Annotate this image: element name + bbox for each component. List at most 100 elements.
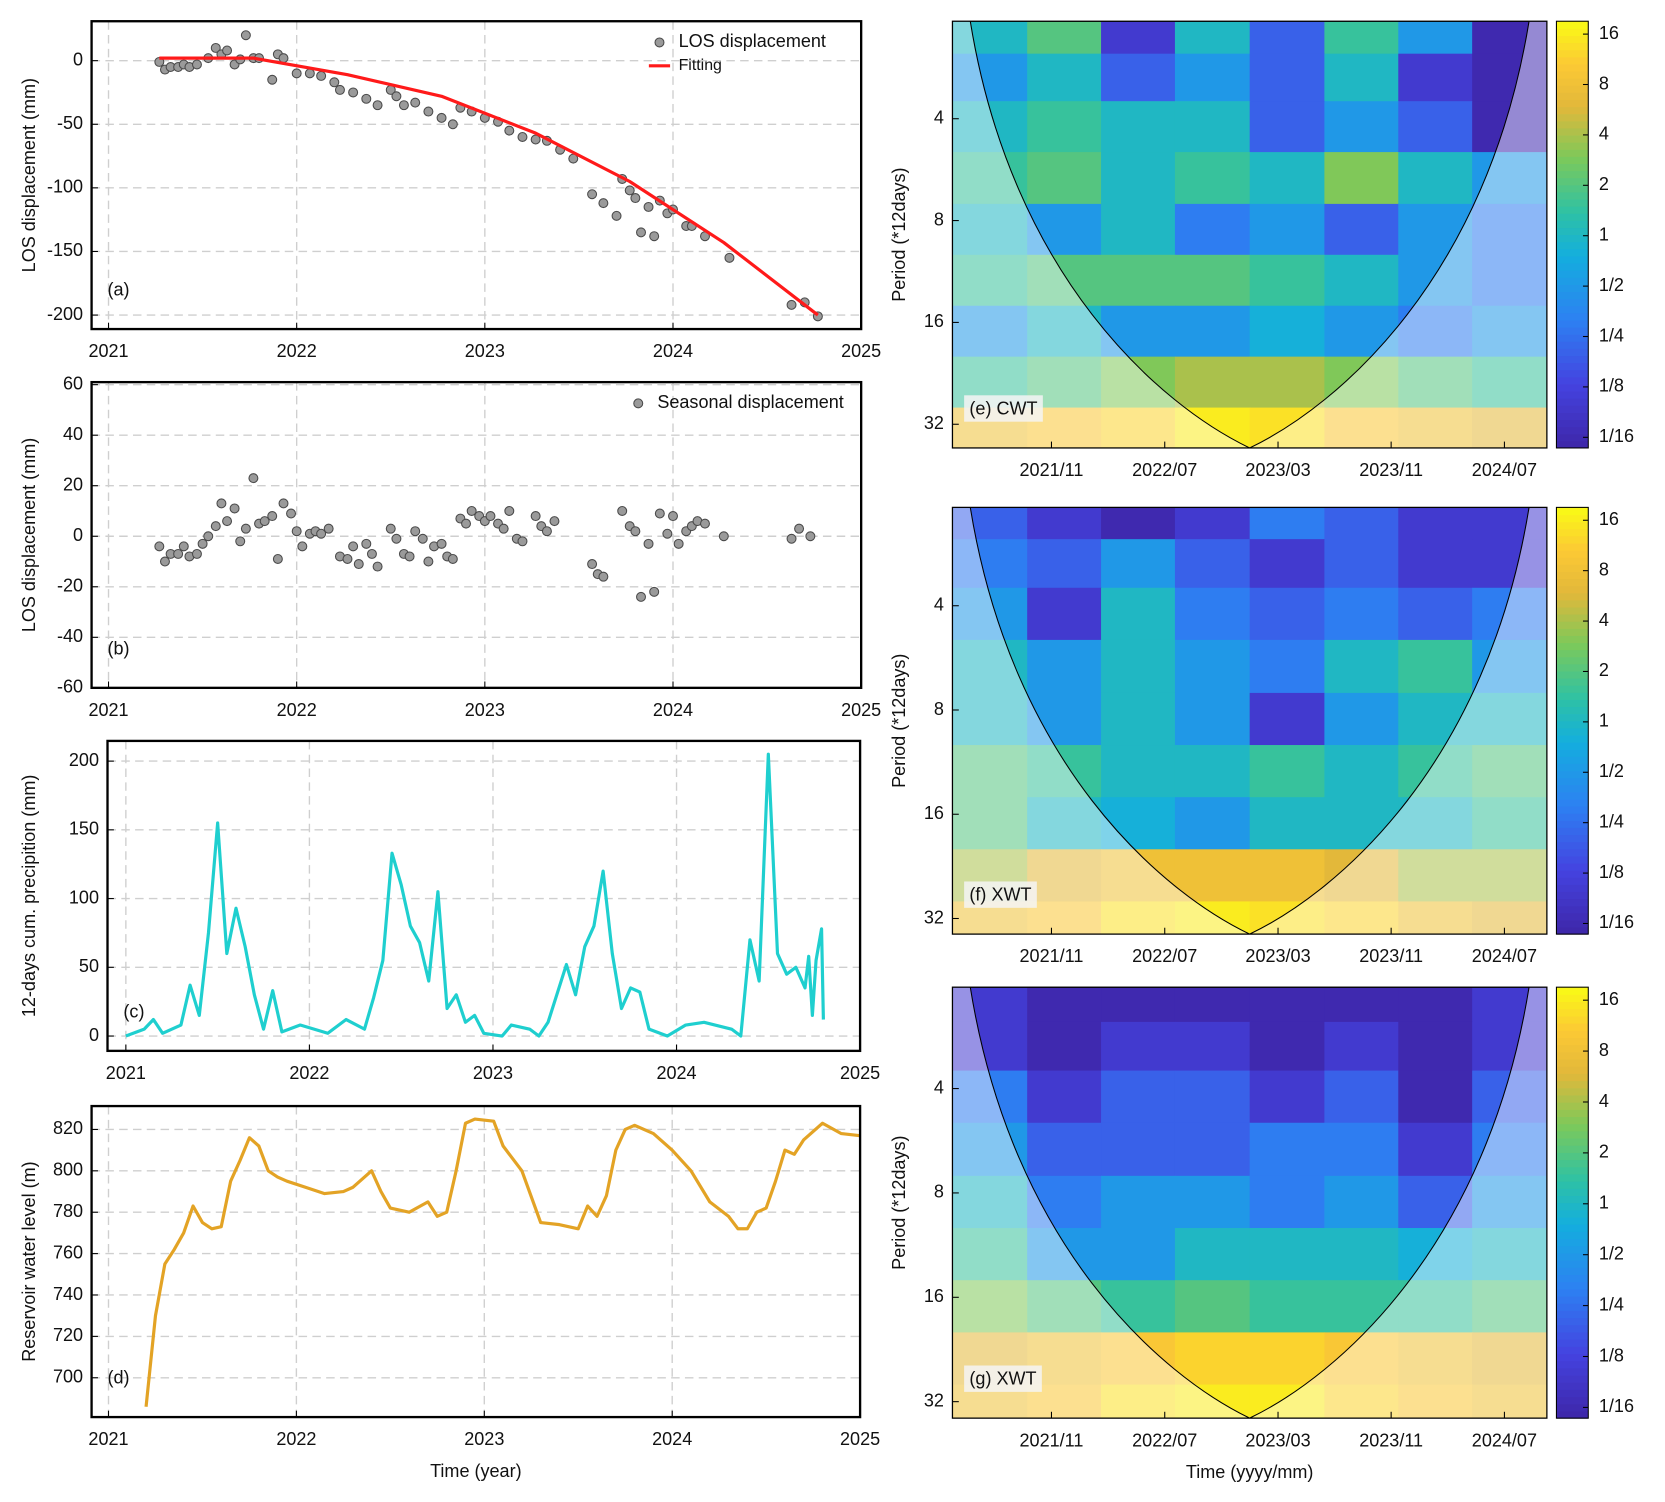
colorbar-tick-label: 1/2 (1599, 761, 1624, 781)
legend-marker (654, 37, 665, 48)
y-tick-label: 720 (53, 1325, 83, 1345)
legend-label: Seasonal displacement (657, 392, 843, 412)
heatmap-cell (1398, 1021, 1473, 1072)
colorbar-tick-label: 4 (1599, 610, 1609, 630)
colorbar-segment (1556, 642, 1589, 651)
heatmap-cell (1174, 21, 1251, 55)
x-tick-label: 2021/11 (1020, 1430, 1084, 1450)
scatter-point (805, 531, 816, 542)
colorbar-segment (1556, 1202, 1589, 1211)
heatmap-cell (1324, 21, 1399, 55)
scatter-point (587, 559, 598, 570)
heatmap-cell (1472, 152, 1547, 205)
y-tick-label: 20 (63, 474, 83, 494)
heatmap-cell (1249, 254, 1326, 307)
x-tick-label: 2023/03 (1245, 460, 1310, 480)
colorbar-tick-label: 1/2 (1599, 275, 1624, 295)
x-tick-label: 2023/11 (1359, 1430, 1423, 1450)
colorbar-segment (1556, 419, 1589, 428)
colorbar-segment (1556, 241, 1589, 250)
y-tick-label: -100 (47, 177, 83, 197)
plot-area (952, 21, 1547, 448)
colorbar-segment (1556, 248, 1589, 257)
heatmap-cell (1174, 1070, 1251, 1124)
colorbar-segment (1556, 1252, 1589, 1261)
heatmap-cell (1249, 101, 1326, 153)
heatmap-cell (1174, 1228, 1251, 1281)
heatmap-cell (1101, 1175, 1176, 1229)
heatmap-cell (1472, 1175, 1547, 1229)
heatmap-cell (1249, 1280, 1326, 1334)
y-axis-label: Period (*12days) (889, 654, 909, 788)
colorbar-segment (1556, 1288, 1589, 1297)
colorbar-segment (1556, 578, 1589, 587)
colorbar-segment (1556, 1296, 1589, 1304)
heatmap-cell (1324, 1070, 1399, 1124)
colorbar-segment (1556, 1087, 1589, 1096)
heatmap-cell (1174, 1280, 1251, 1334)
colorbar-segment (1556, 1281, 1589, 1290)
y-tick-label: -40 (57, 626, 83, 646)
y-tick-label: 760 (53, 1242, 83, 1262)
colorbar-segment (1556, 312, 1589, 321)
heatmap-cell (1101, 152, 1176, 205)
colorbar-segment (1556, 542, 1589, 551)
scatter-point (278, 498, 289, 509)
colorbar-segment (1556, 912, 1589, 921)
y-tick-label: 32 (924, 413, 944, 433)
colorbar-segment (1556, 699, 1589, 708)
plot-frame (951, 506, 1548, 935)
heatmap-cell (1249, 692, 1326, 746)
heatmap-cell (1101, 1122, 1176, 1177)
colorbar-segment (1556, 756, 1589, 764)
panel-label: (c) (123, 1001, 144, 1021)
y-tick-label: 16 (924, 1286, 944, 1306)
plot-area (952, 987, 1547, 1419)
colorbar-segment (1556, 1037, 1589, 1046)
heatmap-cell (952, 1280, 1028, 1334)
colorbar-segment (1556, 777, 1589, 786)
heatmap-cell (1174, 507, 1251, 540)
heatmap-cell (1101, 21, 1176, 55)
x-tick-label: 2023/03 (1245, 1430, 1310, 1450)
colorbar-segment (1556, 78, 1589, 86)
y-tick-label: 32 (924, 907, 944, 927)
colorbar-segment (1556, 355, 1589, 364)
heatmap-cell (1472, 797, 1547, 850)
heatmap-cell (1324, 254, 1399, 307)
scatter-point (197, 538, 208, 549)
colorbar-segment (1556, 1231, 1589, 1240)
colorbar-segment (1556, 1303, 1589, 1311)
colorbar-segment (1556, 1245, 1589, 1254)
colorbar-segment (1556, 42, 1589, 51)
y-tick-label: 32 (924, 1390, 944, 1410)
colorbar-segment (1556, 284, 1589, 293)
colorbar-segment (1556, 1410, 1589, 1419)
x-tick-label: 2023 (465, 700, 505, 720)
y-tick-label: 100 (69, 887, 99, 907)
colorbar-segment (1556, 770, 1589, 779)
scatter-point (423, 556, 434, 567)
scatter-point (178, 541, 189, 552)
colorbar-segment (1556, 678, 1589, 686)
scatter-point (286, 508, 297, 519)
colorbar-segment (1556, 670, 1589, 679)
colorbar-segment (1556, 149, 1589, 157)
colorbar-frame (1555, 986, 1589, 1419)
heatmap-cell (1324, 203, 1399, 256)
heatmap-cell (1398, 587, 1473, 641)
colorbar-tick-label: 1/16 (1599, 426, 1634, 446)
scatter-point (423, 106, 434, 117)
x-tick-label: 2024 (656, 1063, 696, 1083)
scatter-point (654, 508, 665, 519)
panel-label: (e) CWT (969, 398, 1037, 418)
heatmap-cell (1249, 639, 1326, 694)
heatmap-cell (1101, 539, 1176, 589)
colorbar-segment (1556, 270, 1589, 278)
heatmap-cell (1027, 539, 1102, 589)
colorbar-segment (1556, 528, 1589, 537)
y-tick-label: 16 (924, 311, 944, 331)
x-tick-label: 2021/11 (1020, 460, 1084, 480)
colorbar-segment (1556, 255, 1589, 264)
scatter-point (598, 571, 609, 582)
